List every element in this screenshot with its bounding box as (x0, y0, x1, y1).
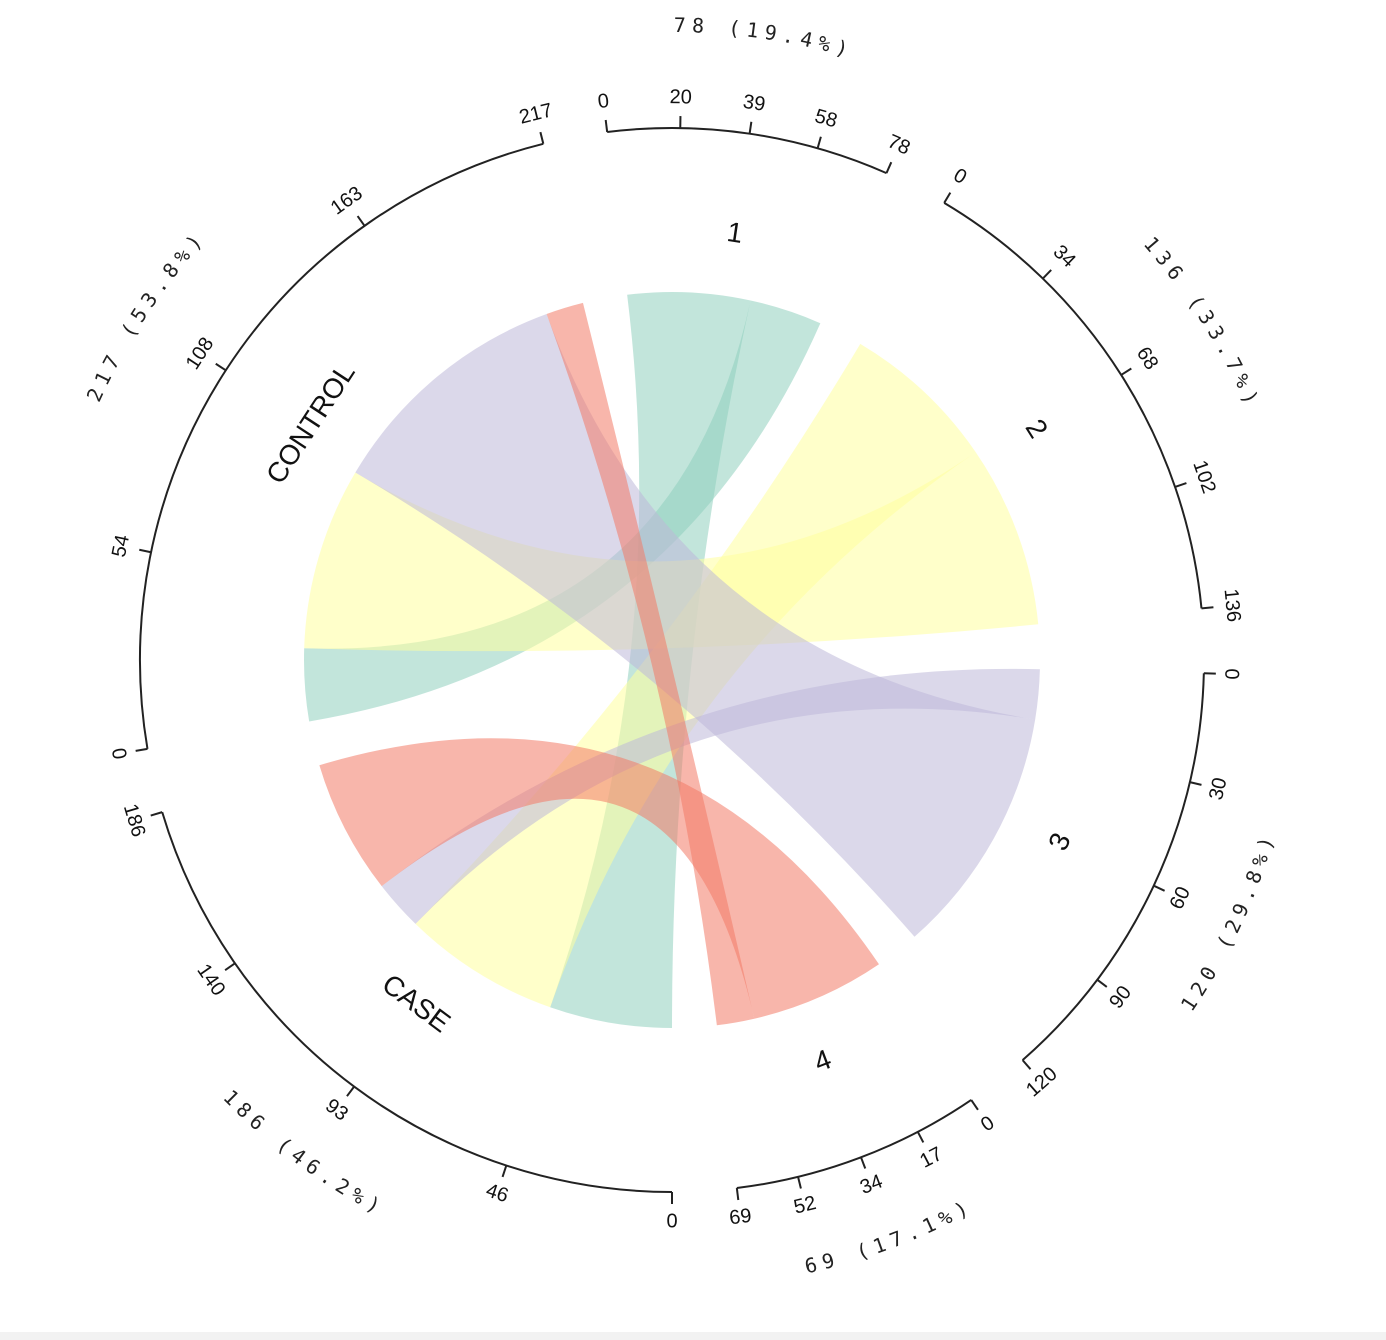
tick-case-140 (224, 962, 236, 972)
tick-4-17 (916, 1131, 925, 1143)
sector-name-1: 1 (725, 216, 745, 249)
total-label-text-case: 186 (46.2%) (219, 1085, 384, 1221)
tick-label-case-93: 93 (321, 1095, 352, 1126)
sector-name-4: 4 (810, 1043, 835, 1077)
tick-2-136 (1201, 606, 1214, 610)
tick-control-54 (139, 548, 152, 554)
tick-label-control-217: 217 (517, 99, 555, 128)
tick-label-1-20: 20 (669, 86, 692, 108)
total-label-1: 78 (19.4%) (674, 13, 857, 63)
tick-label-3-90: 90 (1105, 982, 1136, 1013)
tick-4-52 (797, 1176, 802, 1189)
total-label-4: 69 (17.1%) (802, 1193, 977, 1278)
tick-3-60 (1153, 884, 1166, 892)
tick-label-3-0: 0 (1222, 668, 1244, 680)
tick-label-2-136: 136 (1219, 588, 1244, 623)
axis-arc-1 (607, 127, 887, 175)
tick-label-1-39: 39 (741, 91, 766, 116)
total-label-text-1: 78 (19.4%) (674, 13, 851, 63)
tick-2-0 (943, 192, 952, 204)
axes-layer (135, 116, 1216, 1204)
tick-label-3-30: 30 (1205, 775, 1232, 802)
tick-label-4-69: 69 (728, 1205, 753, 1230)
axis-arc-2 (943, 202, 1203, 609)
tick-label-4-17: 17 (916, 1143, 946, 1173)
ribbon-2-to-control (304, 452, 1039, 652)
tick-label-control-54: 54 (108, 533, 134, 559)
tick-label-case-186: 186 (119, 801, 150, 839)
total-label-text-2: 136 (33.7%) (1139, 232, 1260, 413)
ribbon-1-to-control (304, 300, 821, 722)
tick-control-0 (135, 747, 148, 752)
tick-2-102 (1174, 482, 1187, 488)
tick-label-1-0: 0 (597, 90, 611, 113)
tick-case-186 (150, 811, 163, 817)
tick-case-93 (346, 1085, 355, 1097)
total-label-case: 186 (46.2%) (219, 1085, 390, 1221)
tick-3-90 (1096, 978, 1108, 988)
axis-arc-case (161, 811, 673, 1193)
tick-label-control-0: 0 (107, 746, 131, 761)
sector-name-case: CASE (376, 968, 456, 1038)
axis-arc-3 (1021, 673, 1205, 1061)
tick-label-1-58: 58 (812, 105, 839, 132)
sector-name-3: 3 (1042, 828, 1077, 855)
tick-4-69 (735, 1187, 740, 1201)
axis-arc-control (139, 142, 544, 750)
tick-label-1-78: 78 (884, 130, 913, 159)
tick-3-120 (1021, 1059, 1032, 1070)
tick-3-30 (1189, 781, 1202, 786)
tick-label-2-68: 68 (1132, 343, 1162, 374)
total-label-text-control: 217 (53.8%) (82, 225, 205, 405)
tick-4-0 (970, 1099, 979, 1111)
tick-label-case-0: 0 (666, 1210, 677, 1232)
sector-name-control: CONTROL (260, 358, 361, 490)
tick-label-4-0: 0 (977, 1112, 999, 1136)
total-label-text-3: 120 (29.8%) (1176, 828, 1275, 1015)
ribbons-layer (304, 291, 1040, 1028)
tick-case-46 (501, 1165, 508, 1178)
tick-label-4-52: 52 (792, 1192, 819, 1219)
tick-4-34 (860, 1156, 867, 1169)
total-label-3: 120 (29.8%) (1176, 828, 1281, 1015)
axis-arc-4 (736, 1099, 972, 1190)
tick-label-3-120: 120 (1022, 1063, 1062, 1102)
tick-1-58 (816, 136, 822, 149)
tick-2-34 (1042, 269, 1052, 280)
sector-name-2: 2 (1020, 414, 1055, 444)
total-path-3 (1086, 676, 1300, 1133)
tick-1-39 (748, 121, 753, 134)
ribbon-4-to-control (546, 302, 755, 1026)
tick-1-0 (604, 119, 609, 133)
ribbon-3-to-control (355, 314, 1036, 937)
total-label-2: 136 (33.7%) (1139, 232, 1266, 413)
tick-control-108 (215, 362, 227, 372)
tick-label-control-163: 163 (327, 182, 367, 219)
total-label-text-4: 69 (17.1%) (802, 1193, 971, 1278)
tick-control-163 (356, 215, 366, 227)
tick-label-2-102: 102 (1188, 458, 1220, 497)
tick-label-2-34: 34 (1049, 241, 1080, 272)
total-label-control: 217 (53.8%) (82, 225, 211, 405)
tick-label-4-34: 34 (857, 1170, 886, 1198)
bottom-strip (0, 1332, 1386, 1340)
tick-1-78 (885, 161, 893, 174)
tick-label-case-46: 46 (483, 1179, 511, 1207)
ribbon-4-to-case (319, 738, 879, 1019)
tick-label-3-60: 60 (1166, 883, 1195, 912)
tick-control-217 (539, 131, 545, 145)
tick-2-68 (1120, 367, 1132, 376)
tick-label-control-108: 108 (182, 334, 219, 374)
tick-label-2-0: 0 (950, 164, 971, 189)
tick-label-case-140: 140 (192, 960, 229, 1000)
